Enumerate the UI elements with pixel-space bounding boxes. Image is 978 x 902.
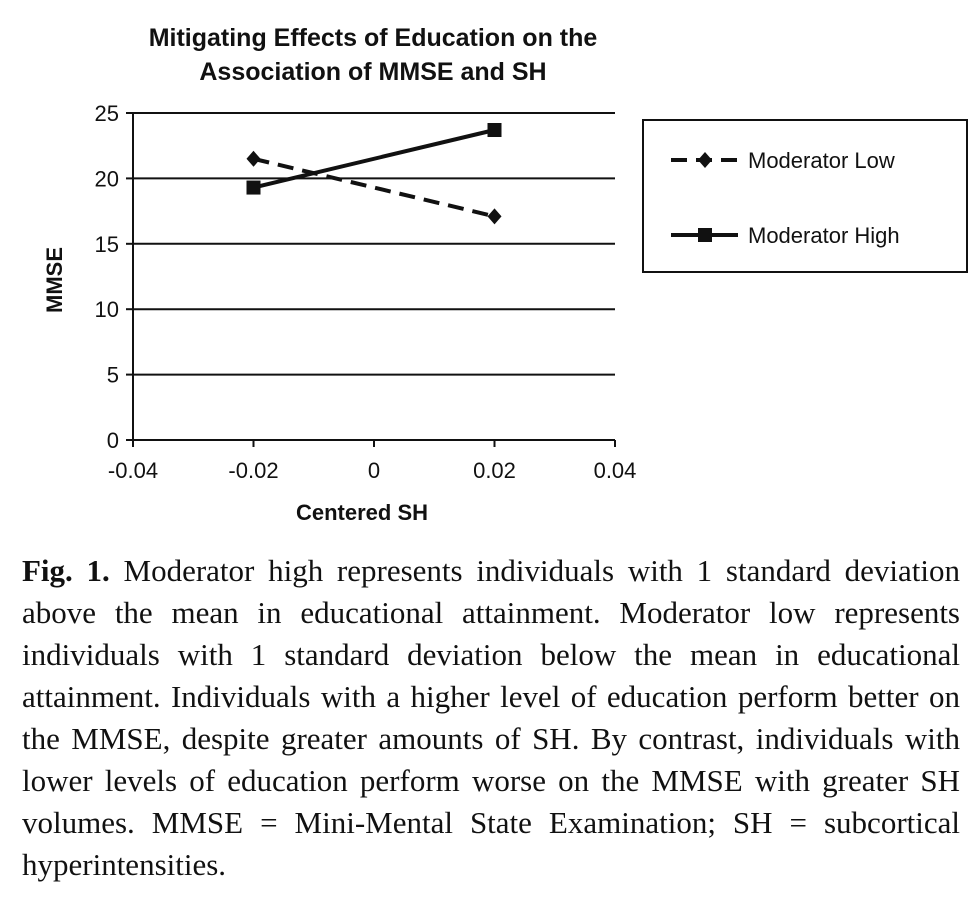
series-group bbox=[246, 123, 502, 225]
x-tick-label: 0.02 bbox=[473, 458, 516, 483]
y-tick-label: 15 bbox=[95, 232, 119, 257]
x-axis-label: Centered SH bbox=[296, 500, 428, 525]
figure-caption: Fig. 1. Moderator high represents indivi… bbox=[22, 550, 960, 886]
legend-label-moderator-low: Moderator Low bbox=[748, 148, 895, 173]
caption-text: Moderator high represents individuals wi… bbox=[22, 553, 960, 882]
caption-label: Fig. 1. bbox=[22, 553, 110, 588]
legend-label-moderator-high: Moderator High bbox=[748, 223, 900, 248]
legend-box bbox=[642, 119, 968, 273]
series-line-moderator-high bbox=[253, 128, 495, 190]
data-point-moderator-high bbox=[246, 180, 261, 195]
legend-items: Moderator Low Moderator High bbox=[671, 148, 900, 248]
data-point-moderator-low bbox=[246, 150, 261, 167]
chart-title-line-2: Association of MMSE and SH bbox=[199, 58, 546, 86]
y-ticks: 0 5 10 15 20 25 bbox=[95, 101, 133, 453]
data-point-moderator-low bbox=[487, 208, 502, 225]
y-tick-label: 10 bbox=[95, 297, 119, 322]
line-chart: Mitigating Effects of Education on the A… bbox=[42, 24, 968, 525]
legend: Moderator Low Moderator High bbox=[642, 119, 968, 273]
x-tick-label: 0.04 bbox=[594, 458, 637, 483]
x-tick-label: -0.04 bbox=[108, 458, 158, 483]
y-tick-label: 25 bbox=[95, 101, 119, 126]
y-tick-label: 5 bbox=[107, 363, 119, 388]
x-ticks: -0.04 -0.02 0 0.02 0.04 bbox=[108, 440, 636, 483]
gridlines bbox=[133, 112, 615, 376]
legend-marker-moderator-low bbox=[698, 152, 712, 168]
x-tick-label: 0 bbox=[368, 458, 380, 483]
y-axis-label: MMSE bbox=[42, 247, 67, 313]
y-tick-label: 0 bbox=[107, 428, 119, 453]
y-tick-label: 20 bbox=[95, 166, 119, 191]
axes bbox=[132, 113, 615, 441]
data-point-moderator-high bbox=[487, 123, 502, 138]
x-tick-label: -0.02 bbox=[228, 458, 278, 483]
chart-title-line-1: Mitigating Effects of Education on the bbox=[149, 24, 598, 52]
series-line-moderator-low bbox=[253, 156, 495, 219]
legend-marker-moderator-high bbox=[698, 228, 712, 242]
